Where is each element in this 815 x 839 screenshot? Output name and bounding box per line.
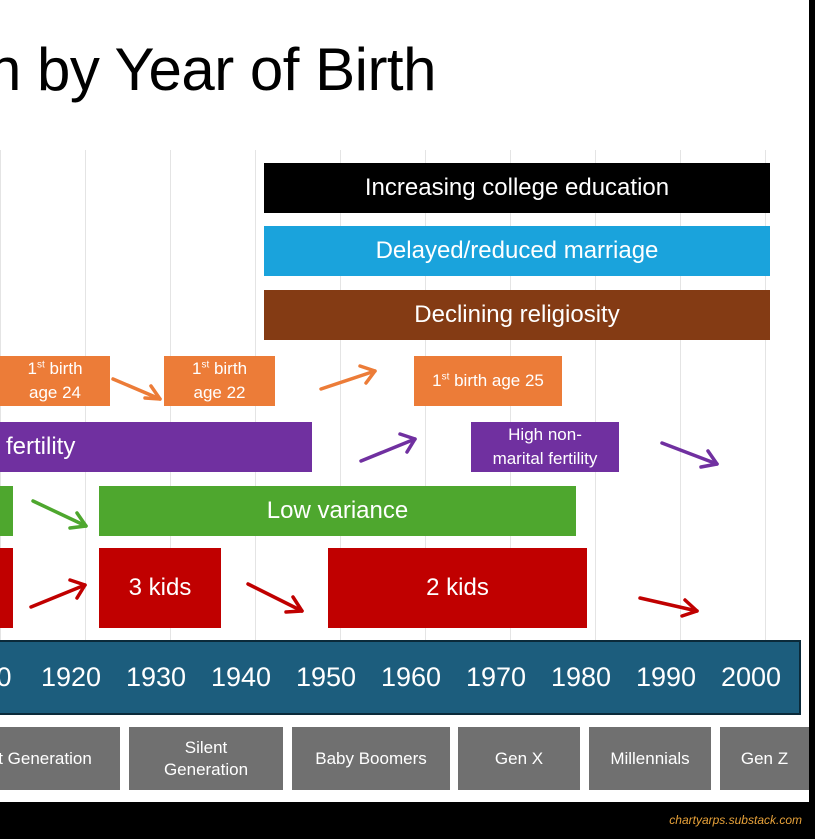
bar-low-variance: Low variance	[99, 486, 576, 536]
generation-label: Gen X	[494, 748, 544, 768]
generation-label: t Generation	[0, 748, 92, 768]
generation-label: Millennials	[610, 748, 690, 768]
generation-box-boomers: Baby Boomers	[292, 727, 450, 790]
arrow-orange-1	[111, 377, 162, 401]
arrowhead	[284, 595, 304, 614]
arrowhead	[358, 364, 377, 385]
bar-fertility: fertility	[0, 422, 312, 472]
arrowhead	[143, 384, 162, 401]
bar-red-partial	[0, 548, 13, 628]
bar-label: Increasing college education	[364, 174, 670, 201]
year-label: 1950	[295, 662, 357, 692]
box-first-birth-age-25: 1st birth age 25	[414, 356, 562, 406]
gridline	[595, 150, 596, 640]
bar-label: fertility	[6, 433, 76, 460]
arrowhead	[699, 449, 719, 469]
generation-box: t Generation	[0, 727, 120, 790]
arrow-red-2	[246, 582, 304, 613]
gridline	[680, 150, 681, 640]
arrow-red-3	[638, 596, 699, 613]
year-label: 1940	[210, 662, 272, 692]
generation-box-genx: Gen X	[458, 727, 580, 790]
line-2: age 22	[193, 383, 246, 402]
box-first-birth-age-24: 1st birth age 24	[0, 356, 110, 406]
year-label: 1930	[125, 662, 187, 692]
year-label: 1920	[40, 662, 102, 692]
line-2: marital fertility	[492, 449, 598, 468]
arrow-red-1	[29, 583, 87, 609]
bar-delayed-marriage: Delayed/reduced marriage	[264, 226, 770, 276]
year-label: 2000	[720, 662, 782, 692]
line-1: 1st birth	[27, 359, 83, 378]
year-label: 1970	[465, 662, 527, 692]
arrowhead	[680, 598, 699, 618]
arrowhead	[398, 432, 417, 454]
line-1: 1st birth	[191, 359, 248, 378]
generation-label-line-2: Generation	[163, 759, 249, 779]
line-1: High non-	[508, 425, 582, 444]
bar-2-kids: 2 kids	[328, 548, 587, 628]
bar-college-education: Increasing college education	[264, 163, 770, 213]
box-first-birth-age-22: 1st birth age 22	[164, 356, 275, 406]
generation-box-genz: Gen Z	[720, 727, 809, 790]
arrows-layer	[29, 364, 719, 618]
generation-box-millennials: Millennials	[589, 727, 711, 790]
bar-label: Delayed/reduced marriage	[375, 237, 659, 264]
bar-green-partial	[0, 486, 13, 536]
generation-label: Gen Z	[740, 748, 789, 768]
slide: n by Year of Birth Increasing college ed…	[0, 0, 809, 802]
year-label: 0	[0, 662, 12, 692]
year-label: 1980	[550, 662, 612, 692]
bar-label: 2 kids	[426, 574, 489, 601]
arrowhead	[68, 511, 88, 530]
generation-label-line-1: Silent	[184, 737, 228, 757]
bar-label: Declining religiosity	[414, 301, 620, 328]
bar-3-kids: 3 kids	[99, 548, 221, 628]
credit-text: chartyarps.substack.com	[669, 813, 802, 827]
bar-label: 3 kids	[128, 574, 192, 601]
gridline	[340, 150, 341, 640]
line-2: age 24	[29, 383, 81, 402]
arrow-purple-1	[359, 437, 417, 463]
year-label: 1990	[635, 662, 697, 692]
year-label: 1960	[380, 662, 442, 692]
box-high-nonmarital-fertility: High non- marital fertility	[471, 422, 619, 472]
generation-label: Baby Boomers	[315, 748, 427, 768]
arrowhead	[68, 578, 87, 600]
year-timeline: 0 1920 1930 1940 1950 1960 1970 1980 199…	[0, 640, 801, 715]
gridline	[765, 150, 766, 640]
generation-box-silent: Silent Generation	[129, 727, 283, 790]
line-1: 1st birth age 25	[432, 371, 544, 390]
arrow-orange-2	[319, 369, 377, 391]
page-title: n by Year of Birth	[0, 36, 436, 103]
bar-label: Low variance	[266, 497, 409, 524]
arrow-purple-2	[660, 441, 719, 466]
bar-declining-religiosity: Declining religiosity	[264, 290, 770, 340]
arrow-green	[31, 499, 88, 528]
